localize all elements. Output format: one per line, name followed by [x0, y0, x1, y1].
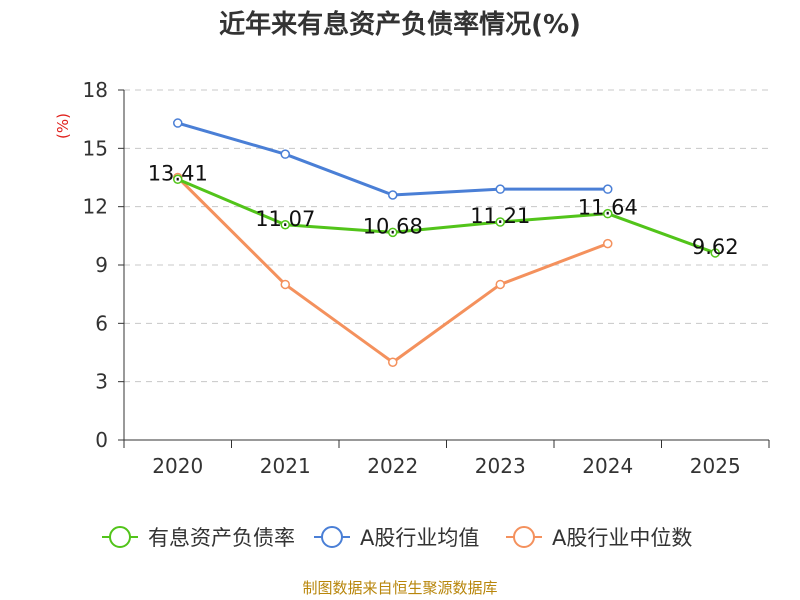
x-tick-label: 2020	[152, 454, 203, 478]
data-point	[603, 184, 613, 194]
chart-title: 近年来有息资产负债率情况(%)	[219, 10, 581, 40]
y-tick-label: 3	[95, 370, 108, 394]
y-tick-label: 0	[95, 428, 108, 452]
data-point	[173, 118, 183, 128]
data-point	[495, 217, 505, 227]
data-point	[280, 149, 290, 159]
series-line	[177, 177, 716, 255]
x-tick-label: 2024	[582, 454, 633, 478]
data-point	[495, 184, 505, 194]
x-tick-label: 2023	[475, 454, 526, 478]
series-line	[177, 121, 608, 197]
legend-marker	[513, 526, 535, 548]
source-note: 制图数据来自恒生聚源数据库	[302, 579, 498, 597]
y-tick-label: 15	[83, 136, 108, 160]
data-label: 10.68	[363, 214, 423, 238]
legend-label: 有息资产负债率	[148, 526, 295, 550]
data-point	[280, 220, 290, 230]
x-tick-label: 2021	[260, 454, 311, 478]
y-tick-label: 9	[95, 253, 108, 277]
x-tick-label: 2022	[367, 454, 418, 478]
y-tick-label: 18	[83, 78, 108, 102]
y-tick-label: 12	[83, 195, 108, 219]
data-point	[603, 238, 613, 249]
data-point	[173, 174, 183, 184]
data-point	[603, 208, 613, 219]
y-axis-label: (%)	[54, 113, 72, 139]
data-label: 11.07	[255, 207, 315, 231]
data-point	[388, 190, 398, 200]
data-point	[280, 279, 290, 290]
data-label: 11.21	[470, 204, 530, 228]
data-label: 9.62	[692, 235, 739, 259]
data-point	[388, 227, 398, 238]
legend-label: A股行业中位数	[552, 526, 692, 550]
data-point	[495, 279, 505, 290]
legend-label: A股行业均值	[360, 526, 479, 550]
legend-marker	[321, 526, 343, 548]
data-label: 11.64	[578, 196, 638, 220]
legend-marker	[109, 526, 131, 548]
data-label: 13.41	[148, 161, 208, 185]
data-point	[388, 357, 398, 367]
x-tick-label: 2025	[690, 454, 741, 478]
data-point	[710, 248, 720, 258]
y-tick-label: 6	[95, 311, 108, 335]
